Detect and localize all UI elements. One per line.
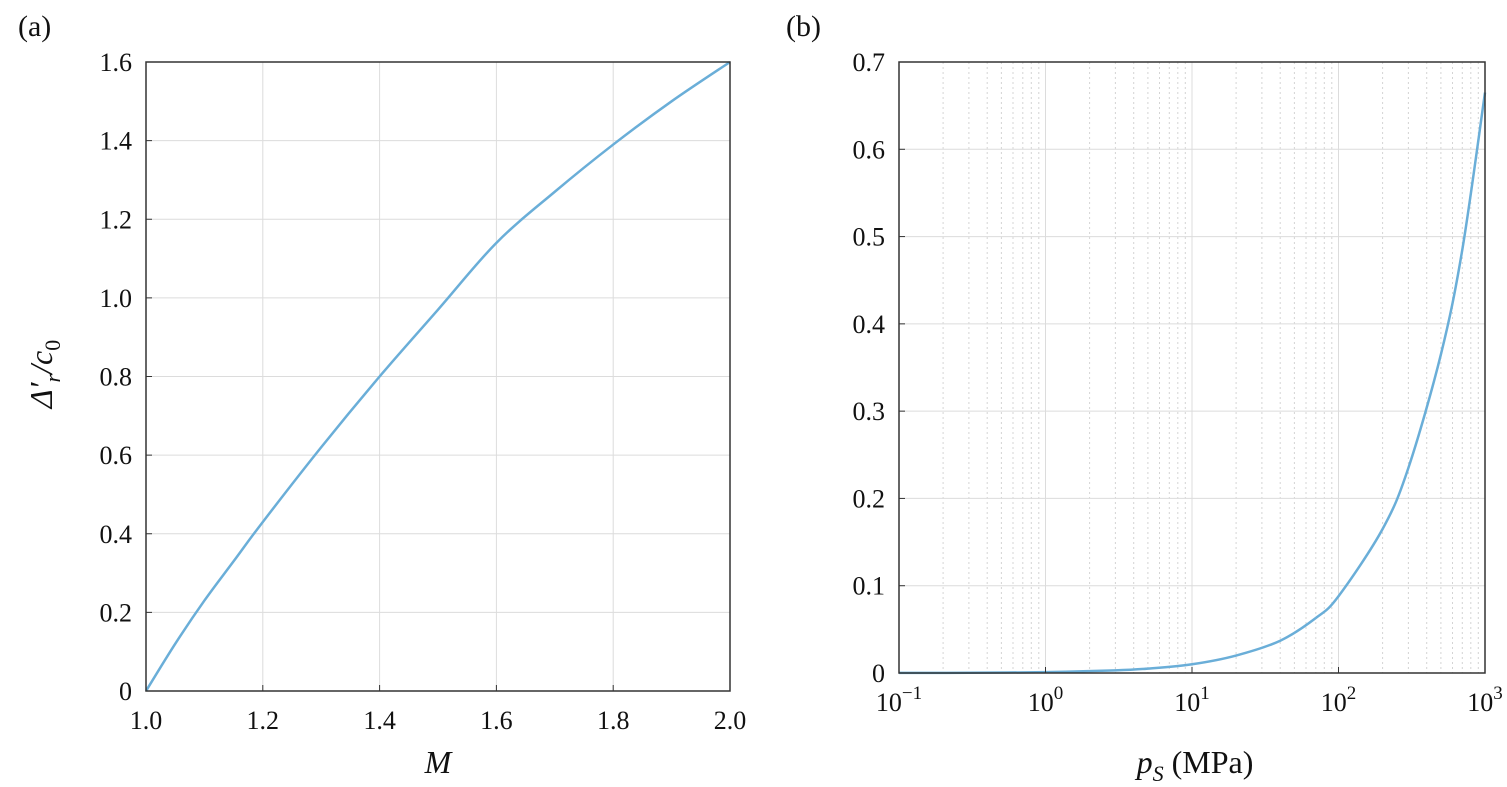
b-y-tick-label: 0.5 <box>853 223 886 252</box>
panel-b-xlabel-rest: (MPa) <box>1164 744 1254 780</box>
a-x-tick-label: 2.0 <box>714 706 747 735</box>
a-y-tick-label: 0.6 <box>100 441 133 470</box>
a-x-tick-label: 1.2 <box>247 706 280 735</box>
b-x-tick-label: 10−1 <box>876 683 922 717</box>
a-series-line-0 <box>144 60 731 692</box>
a-x-tick-label: 1.8 <box>597 706 630 735</box>
panel-a-y-ticks: 0 0.2 0.4 0.6 0.8 1.0 1.2 1.4 1.6 <box>100 48 152 706</box>
panel-a-ylabel-sub2: 0 <box>40 340 65 351</box>
panel-b-grid <box>898 61 1486 674</box>
b-y-tick-label: 0.2 <box>853 484 886 513</box>
panel-a-series <box>144 60 731 692</box>
panel-a: (a) 1.0 1.2 1.4 1.6 1.8 2.0 00.20.40.60.81.01… <box>18 10 746 780</box>
panel-a-ylabel-sub: r <box>40 373 65 382</box>
b-x-tick-label: 100 <box>1028 683 1064 717</box>
panel-b-x-ticks: 10−1 100 101 102 103 <box>876 667 1503 717</box>
a-y-tick-label: 1.2 <box>100 205 133 234</box>
panel-a-y-axis-label: Δ′r/c0 <box>23 340 65 410</box>
panel-b-series <box>898 92 1487 675</box>
panel-a-label: (a) <box>18 10 51 43</box>
a-x-tick-label: 1.4 <box>363 706 396 735</box>
panel-a-x-axis-label: M <box>424 744 454 780</box>
panel-b-xlabel-sub: S <box>1153 761 1164 786</box>
panel-b-x-axis-label: pS (MPa) <box>1135 744 1254 786</box>
a-y-tick-label: 1.6 <box>100 48 133 77</box>
a-x-tick-label: 1.0 <box>130 706 163 735</box>
panel-b-y-ticks: 0 0.1 0.2 0.3 0.4 0.5 0.6 0.7 <box>853 48 905 688</box>
panel-a-ylabel-main: Δ′ <box>23 381 59 410</box>
panel-a-grid <box>145 61 731 692</box>
a-y-tick-label: 0.2 <box>100 598 133 627</box>
a-y-tick-label: 1.0 <box>100 284 133 313</box>
b-x-tick-label: 102 <box>1321 683 1357 717</box>
a-y-tick-label: 1.4 <box>100 127 133 156</box>
panel-b-xlabel-main: p <box>1135 744 1153 780</box>
a-x-tick-label: 1.6 <box>480 706 513 735</box>
panel-a-x-ticks: 1.0 1.2 1.4 1.6 1.8 2.0 <box>130 685 747 735</box>
b-y-tick-label: 0.7 <box>853 48 886 77</box>
panel-b: (b) 10−1 100 101 102 103 0 0.1 0.2 0.3 0.4 0.5 0.6… <box>786 10 1503 786</box>
b-y-tick-label: 0.6 <box>853 135 886 164</box>
b-y-tick-label: 0.4 <box>853 310 886 339</box>
a-y-tick-label: 0.8 <box>100 363 133 392</box>
b-y-tick-label: 0.1 <box>853 572 886 601</box>
b-y-tick-label: 0.3 <box>853 397 886 426</box>
a-y-tick-label: 0 <box>119 677 132 706</box>
b-series-line-0 <box>898 92 1487 675</box>
b-x-tick-label: 101 <box>1174 683 1210 717</box>
panel-b-label: (b) <box>786 10 821 43</box>
b-y-tick-label: 0 <box>872 659 885 688</box>
panel-a-ylabel-rest: /c <box>23 351 59 376</box>
a-y-tick-label: 0.4 <box>100 520 133 549</box>
b-x-tick-label: 103 <box>1467 683 1503 717</box>
